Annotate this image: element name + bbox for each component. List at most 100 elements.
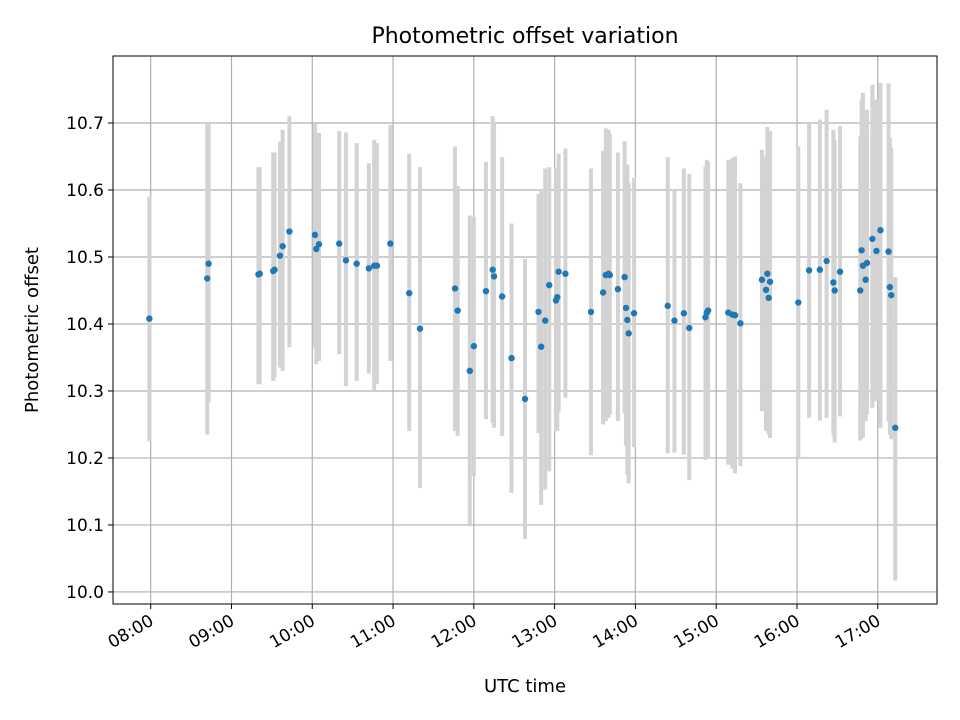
y-tick-label: 10.0: [66, 583, 104, 603]
data-point: [892, 424, 899, 432]
data-point: [489, 266, 496, 273]
data-point: [624, 316, 631, 324]
data-point: [614, 285, 622, 293]
y-tick-label: 10.6: [66, 181, 104, 201]
data-point: [622, 304, 630, 312]
data-point: [555, 268, 562, 275]
data-point: [466, 367, 473, 375]
data-point: [271, 266, 278, 273]
data-point: [365, 265, 373, 272]
data-point: [766, 278, 774, 285]
data-point: [830, 279, 837, 286]
data-point: [562, 270, 569, 277]
y-tick-label: 10.2: [66, 449, 104, 469]
x-tick-label: 13:00: [509, 611, 561, 653]
data-point: [836, 268, 844, 275]
data-point: [537, 343, 545, 350]
data-point: [535, 308, 542, 316]
data-point: [276, 252, 284, 259]
y-tick-label: 10.3: [66, 382, 104, 402]
data-point: [625, 330, 632, 337]
data-point: [823, 257, 830, 265]
x-tick-label: 10:00: [266, 611, 318, 653]
data-point: [606, 271, 614, 279]
x-tick-label: 17:00: [832, 611, 884, 653]
y-tick-label: 10.1: [66, 516, 104, 536]
data-point: [353, 260, 360, 267]
data-point: [387, 240, 394, 247]
x-tick-label: 16:00: [751, 611, 803, 653]
chart-title: Photometric offset variation: [371, 24, 678, 49]
plot-area-frame: [112, 55, 938, 605]
data-point: [498, 293, 506, 300]
data-point: [885, 248, 892, 255]
data-point: [869, 235, 876, 243]
y-axis-ticks: 10.0 10.1 10.2 10.3 10.4 10.5 10.6 10.7: [66, 114, 113, 603]
data-point: [686, 324, 693, 332]
data-point: [758, 276, 766, 283]
data-point: [857, 287, 864, 294]
data-point: [858, 247, 865, 254]
data-point: [373, 262, 381, 269]
data-point: [704, 307, 712, 314]
data-point: [630, 310, 638, 317]
data-point: [470, 342, 478, 350]
data-points: [146, 226, 899, 432]
data-point: [541, 317, 549, 324]
data-point: [546, 281, 553, 289]
x-tick-label: 15:00: [670, 611, 722, 653]
y-tick-label: 10.7: [66, 114, 104, 134]
data-point: [680, 310, 688, 317]
x-axis-label: UTC time: [484, 676, 566, 697]
x-tick-label: 11:00: [347, 611, 399, 653]
data-point: [454, 307, 461, 314]
data-point: [795, 299, 802, 306]
data-point: [816, 266, 824, 273]
y-tick-label: 10.5: [66, 248, 104, 268]
data-point: [762, 286, 770, 294]
data-point: [731, 312, 739, 319]
data-point: [862, 276, 869, 283]
data-point: [286, 228, 293, 235]
data-point: [554, 293, 561, 301]
y-tick-label: 10.4: [66, 315, 104, 335]
data-point: [621, 273, 628, 281]
data-point: [204, 275, 211, 282]
data-point: [406, 289, 413, 297]
x-tick-label: 08:00: [105, 611, 157, 653]
x-axis-ticks: 08:00 09:00 10:00 11:00 12:00 13:00 14:00 15:00…: [105, 604, 884, 653]
x-tick-label: 14:00: [589, 611, 641, 653]
x-tick-label: 09:00: [186, 611, 238, 653]
data-point: [863, 259, 871, 267]
data-point: [205, 260, 212, 267]
data-point: [256, 270, 263, 277]
data-point: [508, 354, 515, 362]
data-point: [315, 241, 323, 248]
data-point: [482, 287, 490, 295]
data-point: [451, 285, 459, 292]
data-point: [671, 317, 678, 324]
data-point: [664, 302, 671, 310]
data-point: [877, 226, 884, 234]
data-point: [146, 315, 153, 322]
data-point: [764, 270, 771, 277]
data-point: [335, 240, 343, 247]
data-point: [416, 325, 424, 332]
data-point: [599, 289, 607, 296]
data-point: [737, 320, 744, 327]
data-point: [888, 291, 895, 299]
y-axis-label: Photometric offset: [22, 247, 43, 413]
error-bars: [147, 82, 898, 581]
data-point: [313, 245, 320, 253]
data-point: [831, 287, 838, 294]
data-point: [765, 294, 772, 302]
x-tick-label: 12:00: [428, 611, 480, 653]
data-point: [873, 247, 880, 255]
data-point: [805, 267, 813, 274]
data-point: [490, 273, 498, 280]
data-point: [521, 395, 529, 403]
data-point: [587, 308, 595, 316]
data-point: [886, 283, 894, 291]
data-point: [279, 243, 286, 250]
